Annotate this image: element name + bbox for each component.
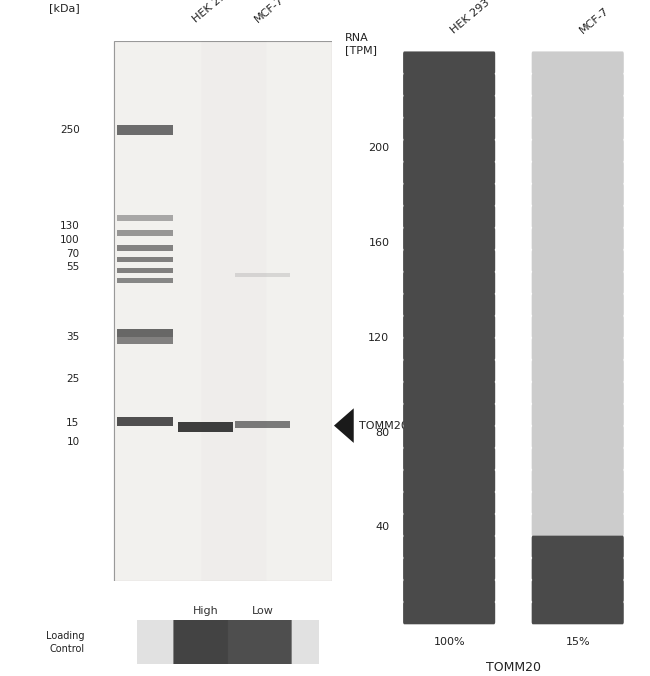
- Text: High: High: [192, 606, 218, 616]
- FancyBboxPatch shape: [532, 381, 624, 404]
- FancyBboxPatch shape: [532, 337, 624, 360]
- Text: 55: 55: [66, 262, 79, 272]
- FancyBboxPatch shape: [532, 602, 624, 625]
- FancyBboxPatch shape: [403, 381, 495, 404]
- FancyBboxPatch shape: [532, 360, 624, 382]
- Text: [kDa]: [kDa]: [49, 3, 79, 14]
- FancyBboxPatch shape: [532, 448, 624, 470]
- FancyBboxPatch shape: [403, 206, 495, 228]
- FancyBboxPatch shape: [532, 183, 624, 206]
- FancyBboxPatch shape: [532, 249, 624, 272]
- FancyBboxPatch shape: [235, 421, 289, 428]
- FancyBboxPatch shape: [532, 118, 624, 140]
- FancyBboxPatch shape: [532, 51, 624, 74]
- Text: 130: 130: [60, 220, 79, 231]
- Text: RNA
[TPM]: RNA [TPM]: [344, 33, 376, 55]
- FancyBboxPatch shape: [403, 118, 495, 140]
- FancyBboxPatch shape: [532, 404, 624, 426]
- FancyBboxPatch shape: [403, 470, 495, 492]
- Text: 35: 35: [66, 332, 79, 342]
- FancyBboxPatch shape: [403, 293, 495, 316]
- Text: 160: 160: [369, 238, 389, 248]
- Text: Loading
Control: Loading Control: [46, 631, 84, 654]
- Text: HEK 293: HEK 293: [190, 0, 233, 24]
- FancyBboxPatch shape: [532, 293, 624, 316]
- FancyBboxPatch shape: [116, 329, 174, 337]
- FancyBboxPatch shape: [403, 183, 495, 206]
- FancyBboxPatch shape: [532, 272, 624, 294]
- FancyBboxPatch shape: [403, 95, 495, 118]
- FancyBboxPatch shape: [136, 620, 318, 664]
- FancyBboxPatch shape: [532, 95, 624, 118]
- Text: 10: 10: [66, 437, 79, 447]
- FancyBboxPatch shape: [114, 41, 332, 581]
- FancyBboxPatch shape: [403, 162, 495, 184]
- FancyBboxPatch shape: [403, 249, 495, 272]
- FancyBboxPatch shape: [116, 257, 174, 262]
- FancyBboxPatch shape: [116, 125, 174, 135]
- FancyBboxPatch shape: [116, 278, 174, 283]
- FancyBboxPatch shape: [403, 426, 495, 448]
- FancyBboxPatch shape: [403, 514, 495, 536]
- FancyBboxPatch shape: [403, 535, 495, 558]
- FancyBboxPatch shape: [403, 360, 495, 382]
- Text: 25: 25: [66, 374, 79, 383]
- Text: 200: 200: [368, 143, 389, 153]
- Text: TOMM20: TOMM20: [359, 420, 408, 431]
- FancyBboxPatch shape: [532, 426, 624, 448]
- Text: 70: 70: [66, 249, 79, 259]
- FancyBboxPatch shape: [532, 228, 624, 250]
- Text: TOMM20: TOMM20: [486, 660, 541, 673]
- FancyBboxPatch shape: [116, 230, 174, 235]
- FancyBboxPatch shape: [235, 273, 289, 277]
- FancyBboxPatch shape: [532, 139, 624, 162]
- FancyBboxPatch shape: [532, 514, 624, 536]
- FancyBboxPatch shape: [403, 580, 495, 602]
- FancyBboxPatch shape: [403, 337, 495, 360]
- FancyBboxPatch shape: [116, 268, 174, 273]
- FancyBboxPatch shape: [532, 162, 624, 184]
- Polygon shape: [334, 408, 354, 443]
- FancyBboxPatch shape: [532, 558, 624, 580]
- FancyBboxPatch shape: [403, 228, 495, 250]
- Text: MCF-7: MCF-7: [578, 6, 611, 36]
- FancyBboxPatch shape: [532, 580, 624, 602]
- FancyBboxPatch shape: [116, 337, 174, 344]
- Text: HEK 293: HEK 293: [449, 0, 492, 36]
- Text: 100: 100: [60, 235, 79, 245]
- FancyBboxPatch shape: [403, 139, 495, 162]
- FancyBboxPatch shape: [532, 74, 624, 96]
- Text: 100%: 100%: [434, 637, 465, 647]
- FancyBboxPatch shape: [403, 316, 495, 338]
- FancyBboxPatch shape: [403, 602, 495, 625]
- FancyBboxPatch shape: [532, 206, 624, 228]
- FancyBboxPatch shape: [178, 422, 233, 432]
- FancyBboxPatch shape: [403, 404, 495, 426]
- FancyBboxPatch shape: [532, 535, 624, 558]
- FancyBboxPatch shape: [403, 74, 495, 96]
- Text: 15: 15: [66, 418, 79, 429]
- FancyBboxPatch shape: [116, 245, 174, 251]
- FancyBboxPatch shape: [403, 491, 495, 514]
- FancyBboxPatch shape: [403, 448, 495, 470]
- FancyBboxPatch shape: [116, 215, 174, 221]
- Text: 15%: 15%: [566, 637, 590, 647]
- Text: MCF-7: MCF-7: [252, 0, 285, 24]
- Text: 250: 250: [60, 125, 79, 135]
- FancyBboxPatch shape: [403, 558, 495, 580]
- Text: 80: 80: [375, 427, 389, 437]
- FancyBboxPatch shape: [116, 418, 174, 426]
- Text: Low: Low: [252, 606, 273, 616]
- FancyBboxPatch shape: [403, 272, 495, 294]
- Text: 120: 120: [368, 333, 389, 343]
- FancyBboxPatch shape: [403, 51, 495, 74]
- FancyBboxPatch shape: [532, 470, 624, 492]
- Text: 40: 40: [375, 523, 389, 532]
- FancyBboxPatch shape: [532, 316, 624, 338]
- FancyBboxPatch shape: [532, 491, 624, 514]
